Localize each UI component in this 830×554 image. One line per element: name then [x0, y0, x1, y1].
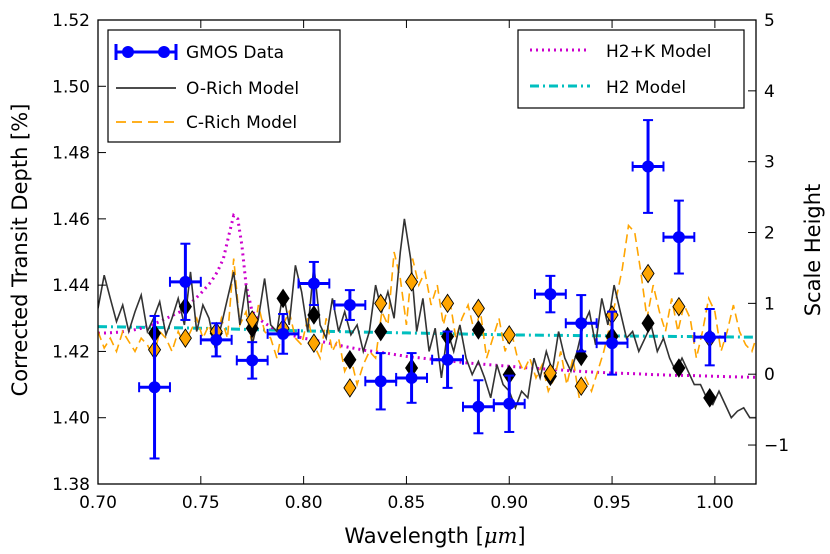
y-tick-label-7: 1.52: [52, 11, 90, 31]
gmos-data-point-2: [199, 322, 233, 358]
y2-tick-label-0: −1: [764, 436, 789, 456]
gmos-marker: [405, 371, 418, 384]
y2-axis-label: Scale Height: [801, 184, 825, 317]
left-legend: GMOS Data O-Rich Model C-Rich Model: [107, 29, 341, 143]
x-tick-label-5: 0.95: [593, 493, 631, 513]
gmos-data-point-11: [492, 374, 526, 433]
gmos-marker: [672, 231, 685, 244]
gmos-data-point-16: [662, 199, 696, 275]
legend-orich-label: O-Rich Model: [186, 79, 299, 99]
gmos-marker: [472, 400, 485, 413]
series-crich-model-line: [98, 223, 756, 399]
y2-tick-label-3: 2: [764, 224, 775, 244]
y-tick-label-0: 1.38: [52, 475, 90, 495]
legend-crich-label: C-Rich Model: [186, 113, 297, 133]
gmos-marker: [374, 375, 387, 388]
crich-binned-diamond-11: [502, 325, 516, 345]
x-tick-label-2: 0.80: [285, 493, 323, 513]
crich-binned-diamond-13: [574, 376, 588, 397]
crich-binned-diamond-15: [641, 263, 655, 284]
gmos-data-point-3: [235, 341, 269, 380]
y-tick-label-3: 1.44: [52, 276, 90, 296]
y-tick-label-4: 1.46: [52, 210, 90, 230]
crich-binned-diamond-3: [245, 310, 259, 330]
gmos-marker: [441, 353, 454, 366]
x-tick-label-3: 0.85: [388, 493, 426, 513]
gmos-data-point-12: [533, 274, 567, 314]
gmos-data-point-15: [631, 119, 665, 214]
x-tick-label-4: 0.90: [490, 493, 528, 513]
crich-binned-diamond-9: [441, 293, 455, 314]
orich-binned-diamond-5: [307, 305, 321, 325]
y-axis-label: Corrected Transit Depth [%]: [8, 104, 32, 397]
gmos-data-point-10: [461, 379, 495, 435]
gmos-marker: [179, 275, 192, 288]
gmos-marker: [277, 327, 290, 340]
y-tick-label-2: 1.42: [52, 342, 90, 362]
orich-binned-diamond-17: [703, 388, 717, 408]
gmos-data-point-8: [395, 352, 428, 404]
orich-binned-diamond-16: [672, 358, 686, 378]
crich-binned-diamond-8: [405, 272, 419, 292]
legend-h2k-label: H2+K Model: [606, 42, 711, 62]
crich-binned-diamond-10: [471, 298, 485, 319]
gmos-data-point-1: [168, 242, 202, 321]
y2-tick-label-5: 4: [764, 82, 775, 102]
left-legend-box: [107, 29, 341, 143]
plot-frame: [97, 19, 757, 485]
gmos-data-point-9: [431, 330, 464, 389]
y2-tick-label-6: 5: [764, 11, 775, 31]
legend-h2-label: H2 Model: [606, 78, 686, 98]
right-legend: H2+K Model H2 Model: [517, 29, 745, 109]
gmos-marker: [503, 397, 516, 410]
x-tick-label-0: 0.70: [79, 493, 117, 513]
crich-binned-diamond-16: [672, 296, 686, 317]
orich-binned-diamond-6: [343, 349, 357, 370]
gmos-data-point-5: [297, 260, 331, 307]
crich-binned-diamond-6: [343, 378, 357, 398]
x-axis-label: Wavelength [μm]: [344, 524, 525, 548]
gmos-marker: [246, 354, 259, 367]
crich-binned-diamond-12: [543, 363, 557, 383]
y2-tick-label-2: 1: [764, 294, 775, 314]
crich-binned-diamond-5: [307, 333, 321, 353]
gmos-marker: [544, 288, 557, 301]
legend-gmos-label: GMOS Data: [186, 43, 284, 63]
y-tick-label-5: 1.48: [52, 144, 90, 164]
plot-area: [98, 119, 756, 460]
crich-binned-diamond-7: [374, 293, 388, 314]
y2-tick-label-4: 3: [764, 153, 775, 173]
gmos-marker: [642, 160, 655, 173]
orich-binned-diamond-7: [374, 321, 388, 342]
gmos-marker: [606, 337, 619, 350]
x-tick-label-1: 0.75: [182, 493, 220, 513]
gmos-marker: [148, 381, 161, 394]
gmos-data-point-13: [564, 294, 598, 353]
y2-tick-label-1: 0: [764, 365, 775, 385]
orich-binned-diamond-10: [471, 320, 485, 340]
gmos-marker: [307, 277, 320, 290]
gmos-marker: [343, 299, 356, 312]
right-legend-box: [517, 29, 745, 109]
gmos-data-point-14: [595, 310, 629, 376]
x-tick-label-6: 1.00: [696, 493, 734, 513]
gmos-data-point-17: [693, 308, 727, 367]
crich-binned-diamond-1: [178, 328, 192, 348]
orich-binned-diamond-4: [276, 288, 290, 309]
gmos-marker: [703, 331, 716, 344]
gmos-data-point-0: [138, 314, 171, 460]
gmos-marker: [575, 317, 588, 330]
gmos-data-point-7: [364, 352, 398, 411]
orich-binned-diamond-15: [641, 313, 655, 334]
gmos-data-point-6: [333, 289, 367, 321]
legend-gmos-marker: [114, 44, 178, 60]
axes: 0.70 0.75 0.80 0.85 0.90 0.95 1.00 1.38 1.40 1.42…: [52, 11, 789, 513]
gmos-data-point-4: [266, 312, 300, 355]
y-tick-label-1: 1.40: [52, 409, 90, 429]
series-orich-model-line: [98, 218, 756, 420]
gmos-marker: [210, 333, 223, 346]
y-tick-label-6: 1.50: [52, 77, 90, 97]
